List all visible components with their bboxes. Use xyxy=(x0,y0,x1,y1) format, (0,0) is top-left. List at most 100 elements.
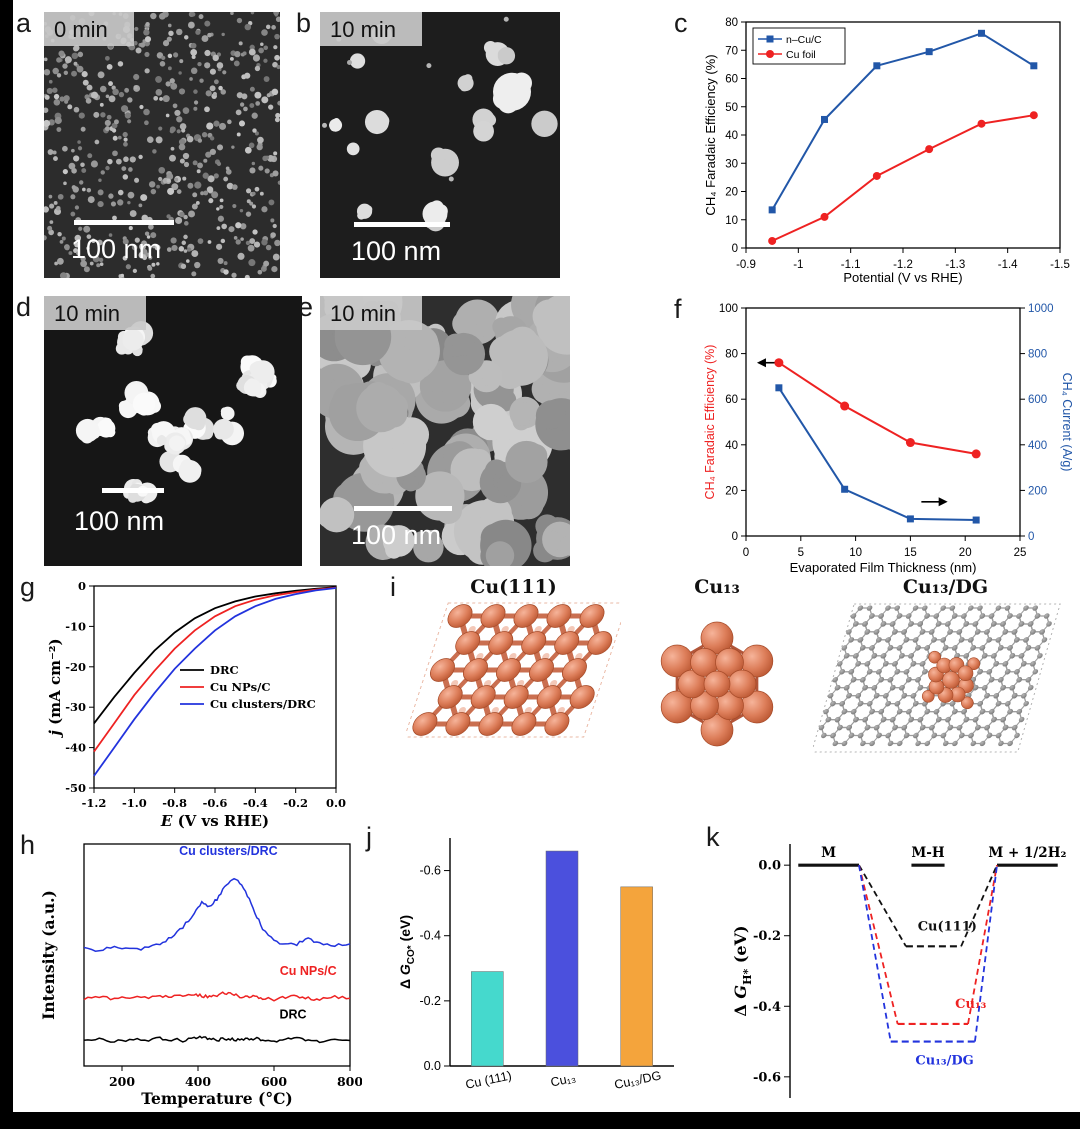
svg-text:0: 0 xyxy=(78,579,86,593)
svg-text:20: 20 xyxy=(959,547,972,559)
chart-lsv-curves: -1.2 -1.0 -0.8 -0.6 -0.4 -0.2 0.0 0 -10 -20 -30 -40… xyxy=(46,579,346,830)
svg-text:-0.4: -0.4 xyxy=(243,796,268,810)
svg-text:-20: -20 xyxy=(65,660,86,674)
svg-text:Cu foil: Cu foil xyxy=(786,49,816,61)
svg-text:0 min: 0 min xyxy=(54,17,108,42)
svg-text:DRC: DRC xyxy=(210,663,239,677)
svg-text:Cu (111): Cu (111) xyxy=(464,1068,513,1091)
sem-image-a: 0 min 100 nm xyxy=(44,12,280,278)
svg-text:-1.4: -1.4 xyxy=(998,259,1018,271)
svg-text:80: 80 xyxy=(725,349,738,361)
svg-text:-0.2: -0.2 xyxy=(753,929,781,944)
svg-text:Temperature (°C): Temperature (°C) xyxy=(141,1089,293,1108)
svg-text:800: 800 xyxy=(1028,349,1047,361)
svg-text:80: 80 xyxy=(725,17,738,29)
svg-text:Cu NPs/C: Cu NPs/C xyxy=(280,964,337,978)
svg-text:-0.6: -0.6 xyxy=(753,1070,781,1085)
svg-text:10: 10 xyxy=(725,215,738,227)
sem-image-d: 10 min 100 nm xyxy=(44,296,302,566)
svg-text:Cu₁₃: Cu₁₃ xyxy=(549,1071,577,1090)
svg-text:100 nm: 100 nm xyxy=(74,506,164,536)
panel-label-i: i xyxy=(390,572,396,602)
structure-cu13-dg: Cu₁₃/DG xyxy=(813,576,1078,762)
svg-text:-0.9: -0.9 xyxy=(736,259,756,271)
svg-text:0.0: 0.0 xyxy=(326,796,346,810)
svg-text:200: 200 xyxy=(1028,485,1047,497)
svg-text:10 min: 10 min xyxy=(54,301,120,326)
panel-label-a: a xyxy=(16,8,32,38)
chart-hydrogen-adsorption-diagram: 0.0 -0.2 -0.4 -0.6 Δ GH* (eV) M M-H M + 1/2H₂ Cu… xyxy=(731,844,1066,1098)
svg-text:DRC: DRC xyxy=(279,1007,306,1021)
svg-text:0: 0 xyxy=(732,531,738,543)
svg-text:-50: -50 xyxy=(65,781,86,795)
svg-text:-10: -10 xyxy=(65,619,86,633)
svg-text:60: 60 xyxy=(725,394,738,406)
panel-label-c: c xyxy=(674,8,688,38)
svg-text:Cu₁₃/DG: Cu₁₃/DG xyxy=(613,1068,662,1092)
svg-text:-30: -30 xyxy=(65,700,86,714)
structure-models-panel: Cu(111) Cu₁₃ Cu₁₃/DG xyxy=(406,576,1078,776)
svg-text:CH₄ Current (A/g): CH₄ Current (A/g) xyxy=(1060,373,1072,472)
svg-text:0.0: 0.0 xyxy=(758,859,781,874)
svg-text:200: 200 xyxy=(109,1074,135,1089)
svg-text:15: 15 xyxy=(904,547,917,559)
chart-efficiency-current-vs-thickness: 0 5 10 15 20 2502040608010002004006008001000E… xyxy=(703,303,1072,575)
sem-image-e: 10 min 100 nm xyxy=(320,296,570,566)
svg-text:10 min: 10 min xyxy=(330,17,396,42)
svg-text:20: 20 xyxy=(725,485,738,497)
svg-text:-0.4: -0.4 xyxy=(419,929,441,943)
structure-title-cu13: Cu₁₃ xyxy=(694,576,740,598)
svg-text:Cu clusters/DRC: Cu clusters/DRC xyxy=(179,844,278,858)
svg-text:-1.0: -1.0 xyxy=(122,796,147,810)
svg-text:E (V vs RHE): E (V vs RHE) xyxy=(160,812,269,830)
svg-text:5: 5 xyxy=(798,547,804,559)
svg-text:600: 600 xyxy=(261,1074,287,1089)
svg-text:10: 10 xyxy=(849,547,862,559)
structure-cu111: Cu(111) xyxy=(406,576,621,762)
svg-text:-0.8: -0.8 xyxy=(162,796,187,810)
svg-text:30: 30 xyxy=(725,158,738,170)
svg-text:100 nm: 100 nm xyxy=(351,236,441,266)
chart-co-adsorption-energy-bars: 0.0 -0.2 -0.4 -0.6 Cu (111) Cu₁₃ Cu₁₃/DG Δ GCO*… xyxy=(397,838,674,1092)
sem-image-b: 10 min 100 nm xyxy=(320,12,560,278)
svg-text:-0.6: -0.6 xyxy=(419,864,441,878)
svg-text:M: M xyxy=(821,845,836,861)
svg-text:-0.6: -0.6 xyxy=(203,796,228,810)
panel-label-j: j xyxy=(366,822,372,852)
svg-text:Cu(111): Cu(111) xyxy=(918,919,977,934)
structure-image-cu111 xyxy=(406,602,621,738)
svg-text:-0.2: -0.2 xyxy=(283,796,308,810)
svg-text:1000: 1000 xyxy=(1028,303,1054,315)
svg-text:60: 60 xyxy=(725,74,738,86)
panel-label-k: k xyxy=(706,822,720,852)
panel-label-d: d xyxy=(16,292,32,322)
svg-text:0: 0 xyxy=(1028,531,1034,543)
svg-text:-1.2: -1.2 xyxy=(82,796,107,810)
svg-text:400: 400 xyxy=(185,1074,211,1089)
panel-label-b: b xyxy=(296,8,312,38)
svg-text:Intensity (a.u.): Intensity (a.u.) xyxy=(39,890,58,1020)
svg-text:-1.3: -1.3 xyxy=(945,259,965,271)
svg-text:800: 800 xyxy=(337,1074,362,1089)
svg-text:-1.1: -1.1 xyxy=(841,259,861,271)
svg-text:Evaporated Film Thickness (nm): Evaporated Film Thickness (nm) xyxy=(790,560,977,575)
svg-text:-1: -1 xyxy=(793,259,803,271)
svg-text:25: 25 xyxy=(1014,547,1027,559)
svg-text:100 nm: 100 nm xyxy=(351,520,441,550)
svg-text:Cu₁₃/DG: Cu₁₃/DG xyxy=(915,1053,973,1068)
svg-text:CH₄ Faradaic Efficiency (%): CH₄ Faradaic Efficiency (%) xyxy=(703,54,718,215)
chart-faradaic-efficiency-vs-potential: -0.9 -1 -1.1 -1.2 -1.3 -1.4 -1.5 0 10 20 30 40 50 60 7… xyxy=(703,17,1070,285)
svg-text:100: 100 xyxy=(719,303,738,315)
structure-image-cu13-dg xyxy=(813,603,1061,753)
svg-text:Δ GCO* (eV): Δ GCO* (eV) xyxy=(397,915,417,989)
svg-text:40: 40 xyxy=(725,130,738,142)
svg-text:Cu₁₃: Cu₁₃ xyxy=(955,997,986,1012)
panel-label-f: f xyxy=(674,294,682,324)
svg-text:40: 40 xyxy=(725,440,738,452)
svg-text:10 min: 10 min xyxy=(330,301,396,326)
svg-text:100 nm: 100 nm xyxy=(71,234,161,264)
svg-text:20: 20 xyxy=(725,187,738,199)
structure-title-cu13-dg: Cu₁₃/DG xyxy=(902,576,989,598)
svg-text:-40: -40 xyxy=(65,741,86,755)
